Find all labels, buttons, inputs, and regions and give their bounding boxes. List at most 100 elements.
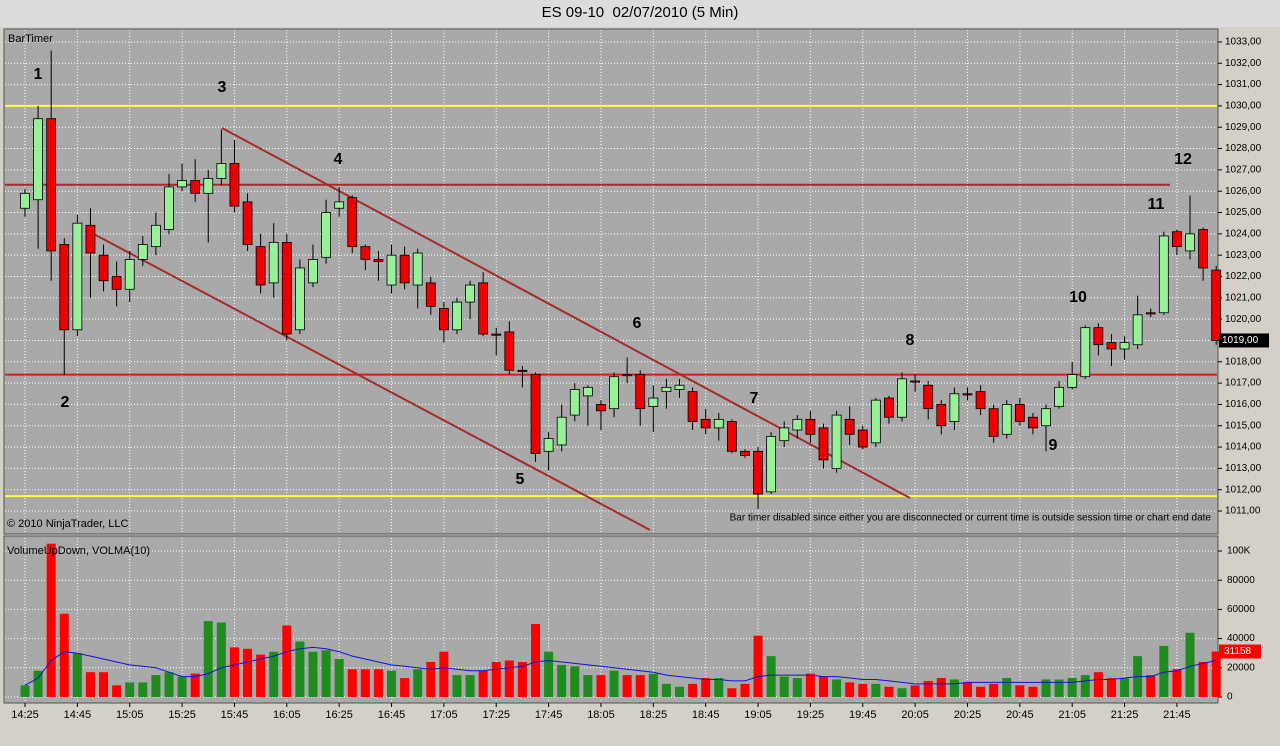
volume-bar bbox=[59, 613, 69, 697]
volume-bar bbox=[871, 683, 881, 697]
volume-bar bbox=[936, 678, 946, 697]
candle-body bbox=[242, 201, 253, 245]
candle-body bbox=[425, 282, 436, 307]
candle-body bbox=[452, 301, 462, 331]
candle-body bbox=[1080, 327, 1091, 378]
y-tick-label: 1011,00 bbox=[1225, 506, 1261, 517]
volume-bar bbox=[622, 675, 632, 697]
volume-bar bbox=[360, 669, 370, 697]
y-tick-label: 1020,00 bbox=[1225, 314, 1262, 325]
volume-bar bbox=[1159, 645, 1169, 697]
candle-body bbox=[164, 186, 174, 230]
candle-body bbox=[1106, 342, 1117, 350]
volume-bar bbox=[1172, 669, 1182, 697]
candle-body bbox=[203, 178, 214, 194]
candle-body bbox=[33, 118, 43, 201]
candle-body bbox=[1158, 235, 1169, 314]
volume-bar bbox=[125, 682, 135, 697]
volume-bar bbox=[531, 623, 541, 697]
volume-bar bbox=[1002, 678, 1012, 697]
volume-bar bbox=[727, 688, 737, 697]
y-tick-label: 20000 bbox=[1227, 662, 1255, 673]
annotation: 1 bbox=[34, 66, 43, 83]
x-tick-label: 19:25 bbox=[797, 709, 825, 721]
y-tick-label: 1029,00 bbox=[1225, 122, 1262, 133]
candle-body bbox=[137, 244, 148, 260]
y-tick-label: 1026,00 bbox=[1225, 186, 1262, 197]
volume-bar bbox=[779, 676, 789, 697]
candle-body bbox=[216, 163, 227, 179]
volume-bar bbox=[347, 669, 357, 697]
annotation: 10 bbox=[1069, 289, 1087, 306]
candle-body bbox=[1041, 408, 1051, 427]
x-tick-label: 16:45 bbox=[378, 709, 406, 721]
y-tick-label: 1021,00 bbox=[1225, 292, 1262, 303]
volume-bar bbox=[832, 679, 842, 697]
volume-bar bbox=[308, 651, 318, 697]
candle-body bbox=[177, 180, 187, 188]
volume-bar bbox=[557, 664, 567, 697]
candle-body bbox=[1054, 386, 1065, 407]
candle-body bbox=[936, 404, 947, 427]
candle-body bbox=[923, 384, 934, 410]
volume-bar bbox=[544, 651, 554, 697]
volume-bar bbox=[976, 686, 986, 697]
candle-body bbox=[373, 259, 384, 262]
volume-bar bbox=[714, 678, 724, 697]
volume-bar bbox=[1015, 685, 1025, 697]
candle-body bbox=[884, 397, 894, 418]
volume-bar bbox=[151, 675, 161, 697]
candle-body bbox=[517, 369, 528, 372]
candle-body bbox=[294, 267, 305, 331]
annotation: 12 bbox=[1174, 151, 1192, 168]
volume-tag bbox=[1219, 644, 1261, 659]
x-tick-label: 14:25 bbox=[11, 709, 39, 721]
volume-bar bbox=[46, 543, 56, 697]
candle-body bbox=[753, 450, 763, 495]
candle-body bbox=[1211, 269, 1222, 341]
candle-body bbox=[1132, 314, 1143, 346]
y-tick-label: 1031,00 bbox=[1225, 79, 1262, 90]
y-tick-label: 1032,00 bbox=[1225, 58, 1262, 69]
volume-bar bbox=[190, 673, 200, 697]
y-tick-label: 1028,00 bbox=[1225, 143, 1262, 154]
volume-bar bbox=[321, 650, 331, 697]
volume-bar bbox=[701, 678, 711, 697]
volume-bar bbox=[177, 676, 187, 697]
indicator-label: BarTimer bbox=[8, 33, 53, 45]
volume-bar bbox=[400, 678, 410, 697]
volume-bar bbox=[1146, 675, 1156, 697]
volume-bar bbox=[570, 666, 580, 697]
candle-body bbox=[792, 418, 803, 431]
annotation: 8 bbox=[906, 332, 915, 349]
x-tick-label: 17:45 bbox=[535, 709, 563, 721]
y-tick-label: 1030,00 bbox=[1225, 101, 1262, 112]
volume-bar bbox=[609, 670, 619, 697]
x-tick-label: 18:25 bbox=[640, 709, 668, 721]
x-tick-label: 16:25 bbox=[325, 709, 353, 721]
volume-title: VolumeUpDown, VOLMA(10) bbox=[7, 545, 150, 557]
volume-bar bbox=[1211, 651, 1221, 697]
y-tick-label: 1022,00 bbox=[1225, 271, 1262, 282]
candle-body bbox=[46, 118, 57, 252]
x-tick-label: 18:05 bbox=[587, 709, 615, 721]
candle-body bbox=[124, 259, 135, 290]
candle-body bbox=[831, 414, 842, 469]
y-tick-label: 1013,00 bbox=[1225, 463, 1262, 474]
volume-bar bbox=[858, 683, 868, 697]
candle-body bbox=[596, 404, 606, 412]
candle-body bbox=[569, 389, 580, 416]
candle-body bbox=[740, 450, 750, 456]
candle-body bbox=[949, 393, 960, 422]
candle-body bbox=[582, 386, 593, 397]
volume-bar bbox=[387, 670, 397, 697]
volume-bar bbox=[413, 669, 423, 697]
volume-bar bbox=[72, 653, 82, 697]
volume-bar bbox=[661, 683, 671, 697]
volume-bar bbox=[1106, 678, 1116, 697]
candle-body bbox=[1172, 231, 1182, 248]
candle-body bbox=[897, 378, 907, 418]
volume-bar bbox=[33, 670, 43, 697]
candle-body bbox=[713, 418, 724, 429]
candle-body bbox=[438, 308, 449, 331]
